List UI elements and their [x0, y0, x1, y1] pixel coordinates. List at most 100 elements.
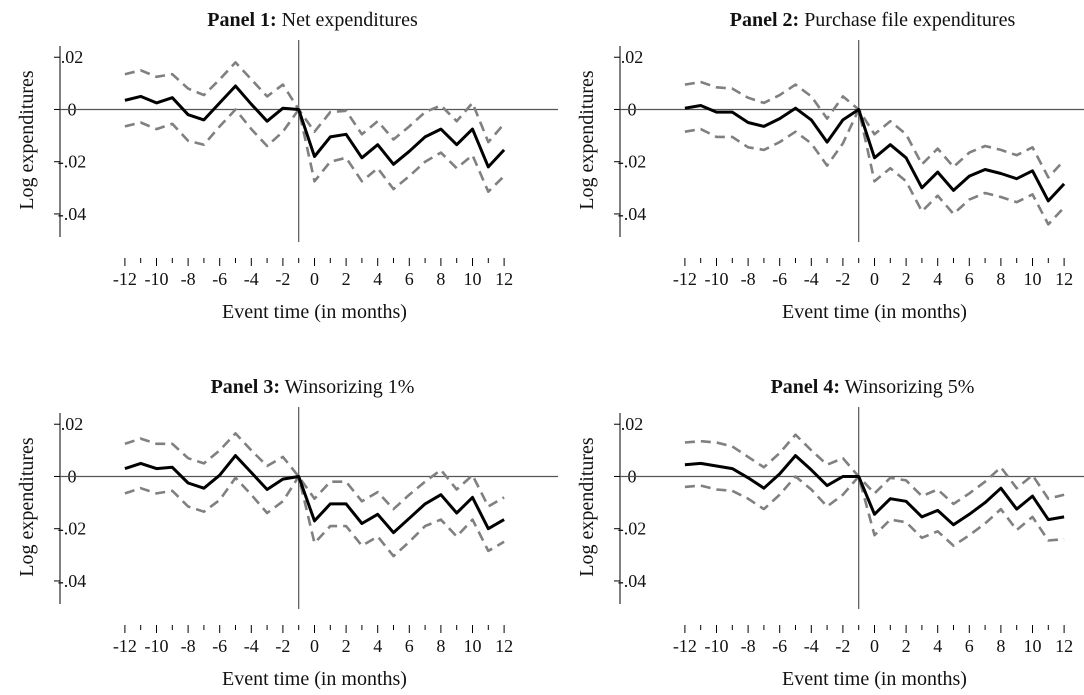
- x-axis-label: Event time (in months): [782, 668, 967, 690]
- panel-title-text: Winsorizing 1%: [280, 376, 414, 398]
- x-tick-label: 10: [464, 269, 482, 289]
- x-tick-label: -6: [772, 269, 787, 289]
- lower-ci-line: [124, 108, 506, 193]
- x-tick-label: 2: [342, 636, 351, 656]
- x-tick-label: -2: [835, 269, 850, 289]
- panel-title-text: Winsorizing 5%: [840, 376, 974, 398]
- x-tick-label: 12: [495, 269, 513, 289]
- upper-ci-line: [124, 432, 505, 511]
- x-tick-label: -12: [113, 269, 137, 289]
- x-tick-label: -10: [145, 636, 169, 656]
- x-tick-label: 0: [310, 636, 319, 656]
- x-tick-label: -10: [705, 269, 729, 289]
- y-tick-label: .02: [61, 47, 84, 67]
- y-tick-label: .02: [621, 414, 644, 434]
- x-axis-label: Event time (in months): [222, 301, 407, 323]
- x-tick-label: -12: [673, 636, 697, 656]
- y-tick-label: .02: [61, 414, 84, 434]
- upper-ci-line: [684, 433, 1065, 506]
- x-tick-label: 4: [933, 269, 942, 289]
- estimate-line: [684, 104, 1066, 203]
- x-tick-label: 12: [495, 636, 513, 656]
- lower-ci-line: [684, 108, 1066, 226]
- panel-title-bold: Panel 1:: [207, 9, 276, 31]
- x-axis-label: Event time (in months): [222, 668, 407, 690]
- panel-title: Panel 3: Winsorizing 1%: [211, 376, 415, 398]
- panel-title-bold: Panel 4:: [771, 376, 840, 398]
- y-axis-label: Log expenditures: [16, 70, 38, 210]
- x-tick-label: -6: [212, 636, 227, 656]
- x-tick-label: -6: [772, 636, 787, 656]
- panel-title: Panel 1: Net expenditures: [207, 9, 418, 31]
- x-tick-label: 2: [342, 269, 351, 289]
- x-tick-label: 12: [1055, 636, 1073, 656]
- x-tick-label: 10: [464, 636, 482, 656]
- x-tick-label: 8: [436, 269, 445, 289]
- x-tick-label: 0: [870, 269, 879, 289]
- x-tick-label: -8: [741, 269, 756, 289]
- y-tick-label: .02: [621, 47, 644, 67]
- y-tick-label: -.02: [58, 152, 87, 172]
- x-tick-label: -8: [741, 636, 756, 656]
- panel-3: Panel 3: Winsorizing 1% .02 0 -.02 -.04 Log e…: [16, 376, 558, 690]
- x-tick-label: 4: [933, 636, 942, 656]
- x-tick-label: 6: [965, 269, 974, 289]
- panel-title: Panel 4: Winsorizing 5%: [771, 376, 975, 398]
- x-tick-label: 0: [310, 269, 319, 289]
- y-tick-label: -.04: [618, 571, 647, 591]
- lower-ci-line: [124, 475, 505, 558]
- estimate-line: [124, 454, 505, 535]
- x-tick-label: -4: [804, 269, 819, 289]
- y-tick-label: -.02: [58, 519, 87, 539]
- x-tick-label: -12: [113, 636, 137, 656]
- x-tick-label: 10: [1024, 269, 1042, 289]
- x-tick-label: 6: [405, 636, 414, 656]
- x-tick-label: 4: [373, 636, 382, 656]
- x-tick-label: 8: [996, 269, 1005, 289]
- x-axis-label: Event time (in months): [782, 301, 967, 323]
- y-tick-label: -.04: [58, 571, 87, 591]
- x-tick-label: 0: [870, 636, 879, 656]
- y-axis-label: Log expenditures: [576, 70, 598, 210]
- panel-2: Panel 2: Purchase file expenditures.020-…: [576, 9, 1084, 323]
- lower-ci-line: [684, 475, 1065, 547]
- panel-title-bold: Panel 2:: [730, 9, 799, 31]
- y-tick-label: -.02: [618, 519, 647, 539]
- x-tick-label: -8: [181, 636, 196, 656]
- panel-title: Panel 2: Purchase file expenditures: [730, 9, 1016, 31]
- y-tick-label: -.02: [618, 152, 647, 172]
- panel-title-text: Purchase file expenditures: [799, 9, 1015, 31]
- x-tick-label: 6: [965, 636, 974, 656]
- y-axis-label: Log expenditures: [16, 437, 38, 577]
- panel-1: Panel 1: Net expenditures .02 0 -.02 -.04 Log…: [16, 9, 558, 323]
- y-tick-label: -.04: [618, 204, 647, 224]
- x-tick-label: -4: [244, 636, 259, 656]
- x-tick-label: -2: [275, 636, 290, 656]
- x-tick-label: -8: [181, 269, 196, 289]
- x-tick-label: -12: [673, 269, 697, 289]
- x-tick-label: 2: [902, 636, 911, 656]
- x-tick-label: 6: [405, 269, 414, 289]
- x-tick-label: 8: [996, 636, 1005, 656]
- upper-ci-line: [684, 80, 1066, 179]
- x-tick-label: 10: [1024, 636, 1042, 656]
- x-tick-label: 8: [436, 636, 445, 656]
- estimate-line: [684, 454, 1065, 527]
- x-tick-label: -6: [212, 269, 227, 289]
- x-tick-label: -10: [705, 636, 729, 656]
- panel-4: Panel 4: Winsorizing 5% .02 0 -.02 -.04 Log e…: [576, 376, 1084, 690]
- panel-title-text: Net expenditures: [277, 9, 418, 31]
- y-tick-label: -.04: [58, 204, 87, 224]
- x-tick-label: -4: [244, 269, 259, 289]
- y-axis-label: Log expenditures: [576, 437, 598, 577]
- x-tick-label: -2: [275, 269, 290, 289]
- x-tick-label: -2: [835, 636, 850, 656]
- x-tick-label: 2: [902, 269, 911, 289]
- x-tick-label: 12: [1055, 269, 1073, 289]
- x-tick-label: 4: [373, 269, 382, 289]
- panel-title-bold: Panel 3:: [211, 376, 280, 398]
- upper-ci-line: [124, 61, 506, 144]
- x-tick-label: -10: [145, 269, 169, 289]
- x-tick-label: -4: [804, 636, 819, 656]
